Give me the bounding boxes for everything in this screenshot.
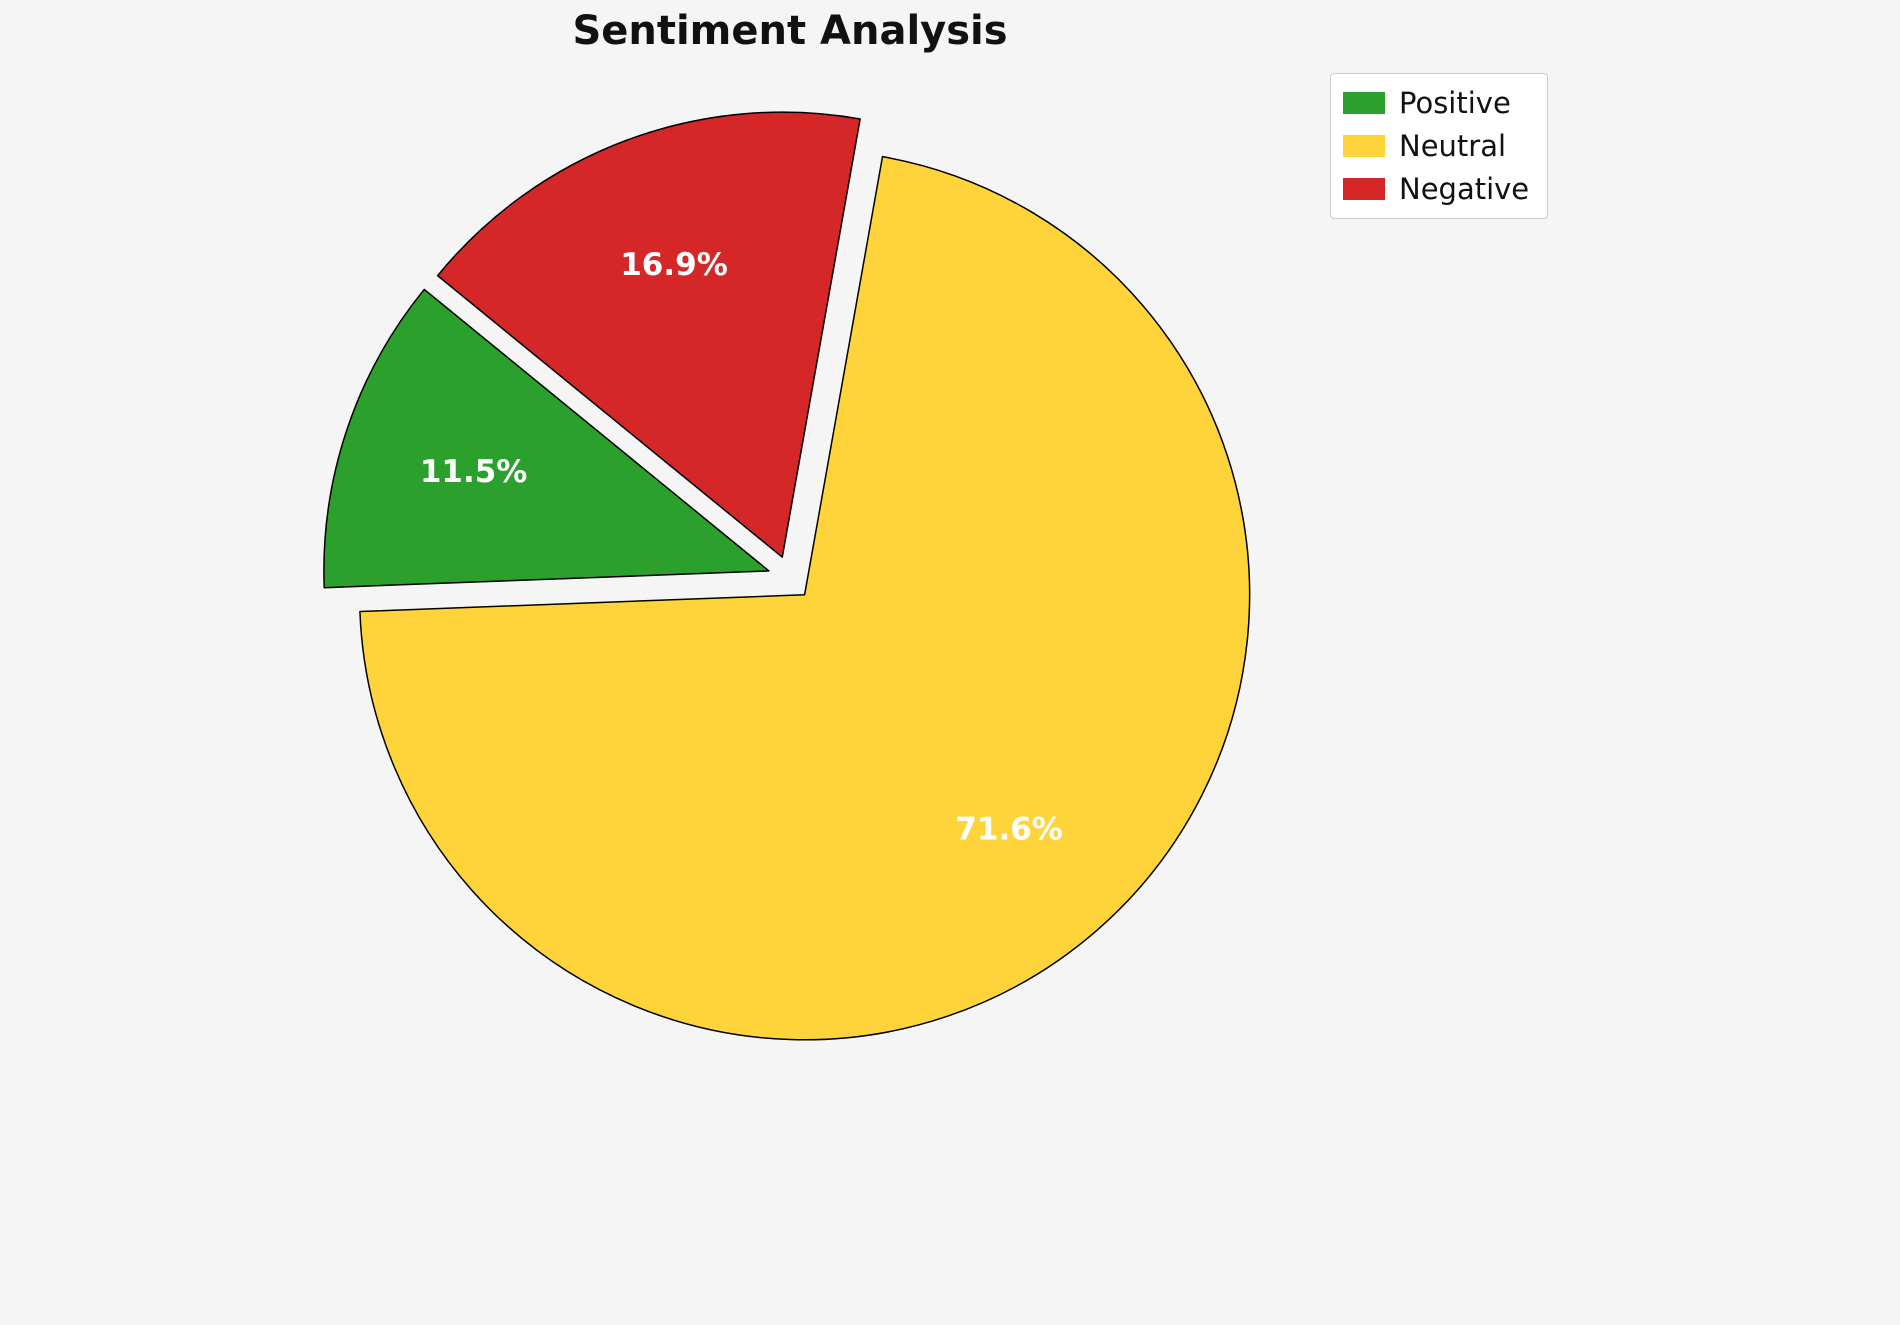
pie-slice-negative [436, 111, 861, 558]
legend-item-positive: Positive [1343, 86, 1529, 120]
pct-label-negative: 16.9% [620, 247, 728, 283]
legend-swatch-positive [1343, 92, 1385, 114]
pct-label-neutral: 71.6% [955, 812, 1063, 848]
legend: Positive Neutral Negative [1330, 73, 1549, 219]
legend-item-neutral: Neutral [1343, 129, 1529, 163]
chart-title: Sentiment Analysis [572, 8, 1008, 54]
legend-label-neutral: Neutral [1399, 129, 1507, 163]
pie-slice-positive [323, 288, 770, 589]
legend-swatch-neutral [1343, 135, 1385, 157]
legend-label-positive: Positive [1399, 86, 1511, 120]
pct-label-positive: 11.5% [420, 454, 528, 490]
legend-label-negative: Negative [1399, 172, 1530, 206]
legend-swatch-negative [1343, 178, 1385, 200]
legend-item-negative: Negative [1343, 172, 1529, 206]
pie-slice-neutral [359, 155, 1251, 1041]
